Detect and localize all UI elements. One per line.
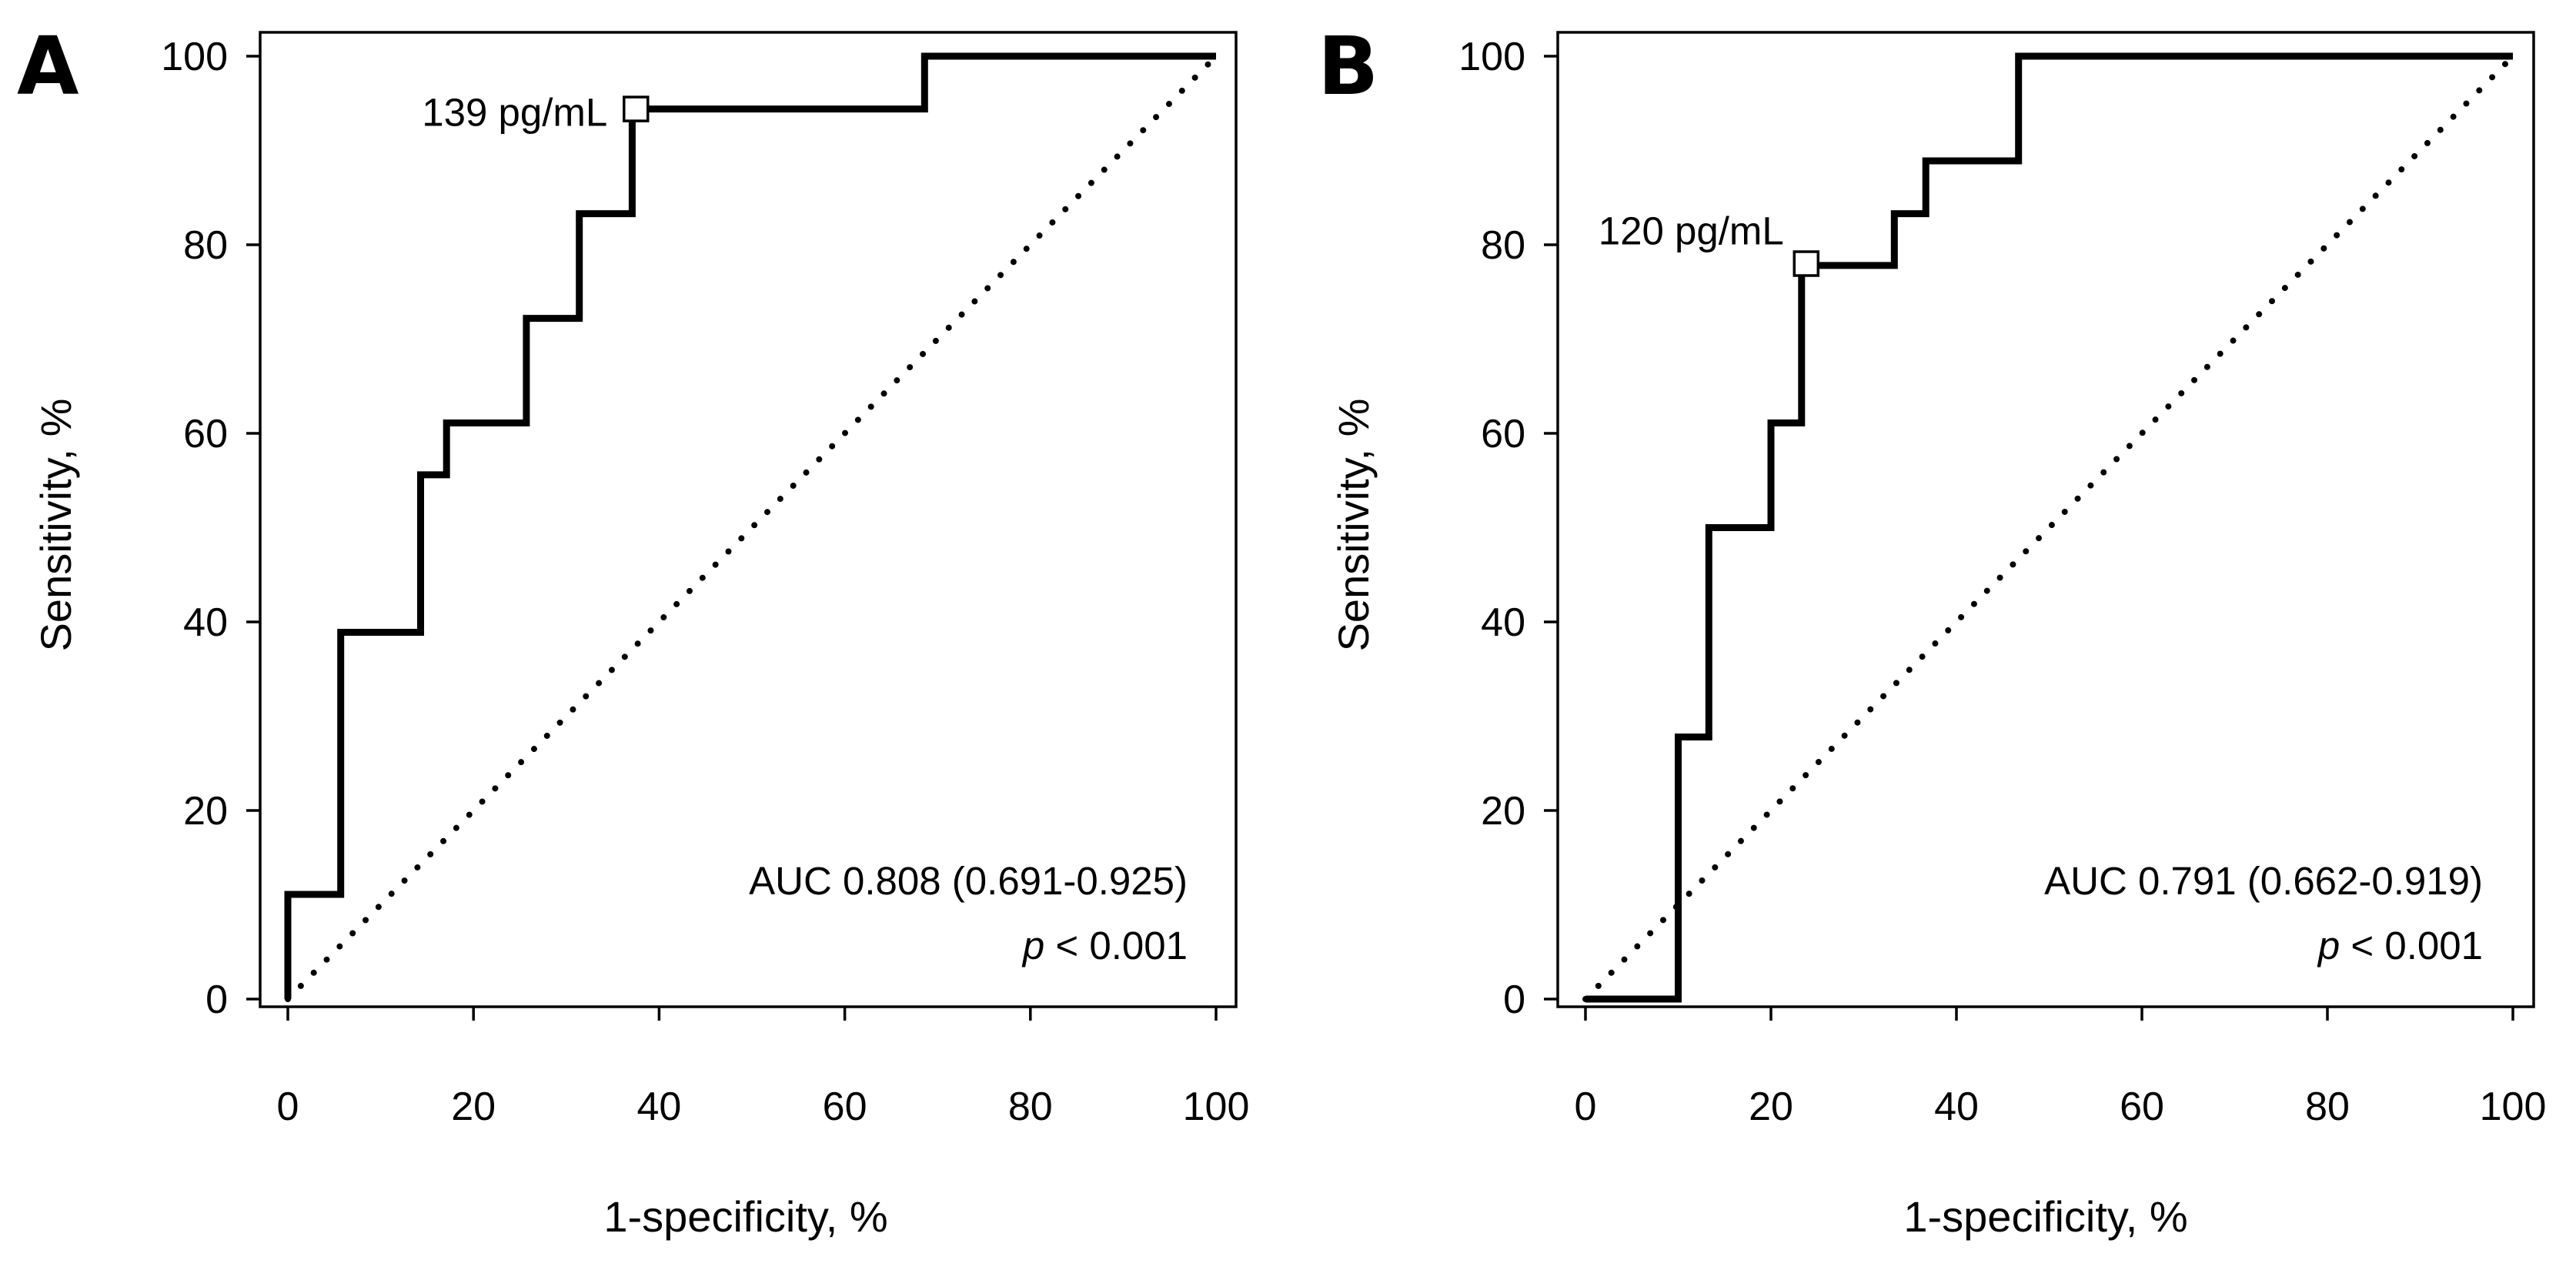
panel-b-x-tick-label: 60 xyxy=(2120,1085,2164,1129)
panel-b-y-tick-label: 80 xyxy=(1481,223,1525,268)
panel-a-y-tick-label: 100 xyxy=(161,35,228,79)
panel-a-plot-area xyxy=(259,31,1238,1008)
panel-a-x-tick-label: 60 xyxy=(823,1085,867,1129)
panel-a-reference-line xyxy=(285,53,1219,1002)
panel-b-x-tick-label: 0 xyxy=(1575,1085,1597,1129)
panel-b-p-rest: < 0.001 xyxy=(2340,924,2483,968)
panel-a-y-axis-label: Sensitivity, % xyxy=(32,399,80,652)
panel-b-x-tick-label: 20 xyxy=(1749,1085,1793,1129)
panel-a: A 0 20 40 60 80 100 0 20 40 60 80 100 13… xyxy=(17,19,1249,1241)
panel-b-reference-line xyxy=(1582,53,2516,1002)
panel-a-y-tick-labels: 0 20 40 60 80 100 xyxy=(161,35,228,1022)
panel-a-p-value: p < 0.001 xyxy=(1021,924,1188,968)
panel-a-auc-text: AUC 0.808 (0.691-0.925) xyxy=(749,859,1188,903)
panel-b-x-tick-label: 40 xyxy=(1934,1085,1979,1129)
panel-b-cutoff-marker xyxy=(1793,250,1820,277)
panel-b-y-tick-label: 20 xyxy=(1481,789,1525,834)
panel-a-y-tick-label: 60 xyxy=(183,412,228,456)
panel-a-x-tick-labels: 0 20 40 60 80 100 xyxy=(277,1085,1250,1129)
panel-a-y-tick-label: 80 xyxy=(183,223,228,268)
panel-a-cutoff-marker xyxy=(623,95,650,122)
panel-a-cutoff-label: 139 pg/mL xyxy=(422,91,607,135)
panel-b-y-tick-label: 60 xyxy=(1481,412,1525,456)
panel-a-ticks xyxy=(246,55,1218,1021)
panel-b-y-axis-label: Sensitivity, % xyxy=(1329,399,1378,652)
panel-b-letter: B xyxy=(1318,19,1378,113)
panel-b-roc-curve xyxy=(1585,52,2513,1003)
panel-a-y-tick-label: 0 xyxy=(205,978,228,1022)
panel-b-y-tick-label: 40 xyxy=(1481,600,1525,645)
panel-a-roc-curve xyxy=(284,52,1216,999)
panel-b: B 0 20 40 60 80 100 0 20 40 60 80 100 12… xyxy=(1318,19,2546,1241)
panel-a-p-rest: < 0.001 xyxy=(1044,924,1188,968)
panel-b-plot-area xyxy=(1556,31,2535,1008)
panel-b-auc-text: AUC 0.791 (0.662-0.919) xyxy=(2044,859,2483,903)
panel-a-y-tick-label: 20 xyxy=(183,789,228,834)
panel-b-cutoff-label: 120 pg/mL xyxy=(1599,209,1784,253)
panel-b-x-tick-label: 80 xyxy=(2305,1085,2350,1129)
panel-b-p-symbol: p xyxy=(2317,924,2340,968)
panel-a-y-tick-label: 40 xyxy=(183,600,228,645)
panel-b-y-tick-label: 100 xyxy=(1458,35,1525,79)
panel-b-x-tick-labels: 0 20 40 60 80 100 xyxy=(1575,1085,2547,1129)
panel-a-letter: A xyxy=(17,19,79,113)
panel-a-p-symbol: p xyxy=(1021,924,1044,968)
panel-b-y-tick-label: 0 xyxy=(1503,978,1525,1022)
panel-b-y-tick-labels: 0 20 40 60 80 100 xyxy=(1458,35,1525,1022)
panel-b-p-value: p < 0.001 xyxy=(2317,924,2483,968)
panel-a-x-tick-label: 100 xyxy=(1183,1085,1250,1129)
panel-a-x-tick-label: 80 xyxy=(1008,1085,1053,1129)
panel-a-x-tick-label: 20 xyxy=(451,1085,496,1129)
panel-b-x-tick-label: 100 xyxy=(2480,1085,2547,1129)
panel-b-ticks xyxy=(1544,55,2514,1021)
panel-b-x-axis-label: 1-specificity, % xyxy=(1903,1192,2187,1241)
panel-a-x-axis-label: 1-specificity, % xyxy=(603,1192,887,1241)
panel-a-x-tick-label: 0 xyxy=(277,1085,299,1129)
panel-a-x-tick-label: 40 xyxy=(636,1085,681,1129)
